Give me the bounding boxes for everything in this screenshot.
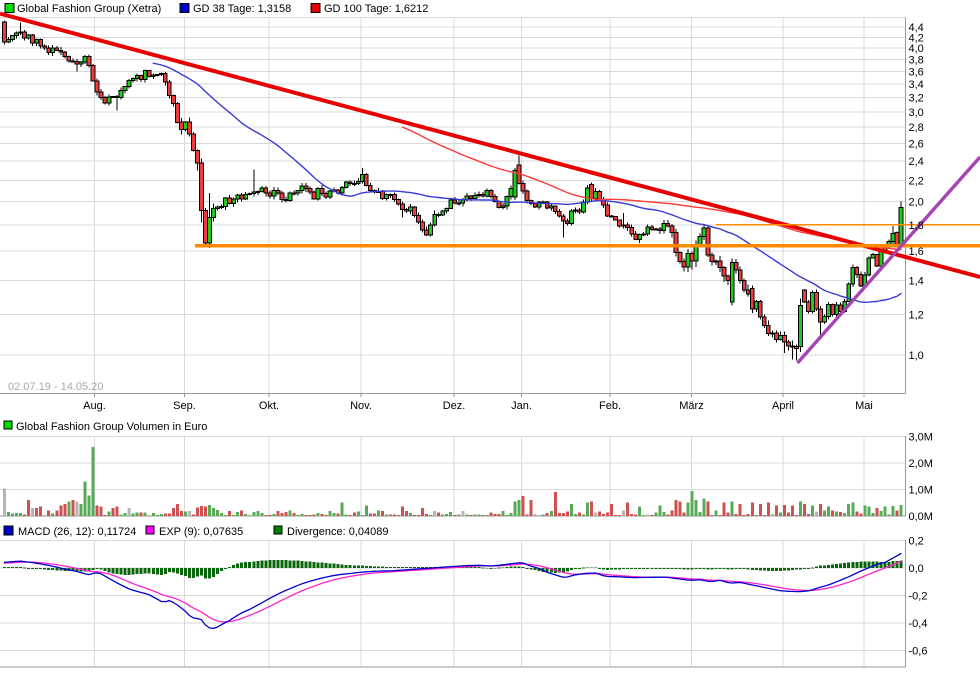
- svg-text:1,6: 1,6: [909, 246, 924, 258]
- svg-text:1,0M: 1,0M: [909, 484, 933, 496]
- svg-text:Divergence: 0,04089: Divergence: 0,04089: [287, 526, 389, 538]
- svg-text:-0,6: -0,6: [909, 646, 928, 658]
- svg-text:2,2: 2,2: [909, 176, 924, 188]
- svg-text:GD 38 Tage: 1,3158: GD 38 Tage: 1,3158: [193, 3, 291, 15]
- svg-text:02.07.19 - 14.05.20: 02.07.19 - 14.05.20: [8, 381, 103, 393]
- svg-text:1,0: 1,0: [909, 350, 924, 362]
- svg-text:4,2: 4,2: [909, 32, 924, 44]
- svg-text:Jan.: Jan.: [511, 400, 532, 412]
- svg-text:-0,4: -0,4: [909, 618, 928, 630]
- svg-text:2,4: 2,4: [909, 156, 924, 168]
- svg-text:-0,2: -0,2: [909, 591, 928, 603]
- svg-text:Dez.: Dez.: [443, 400, 466, 412]
- svg-text:0,2: 0,2: [909, 536, 924, 548]
- svg-text:1,2: 1,2: [909, 310, 924, 322]
- svg-text:2,6: 2,6: [909, 139, 924, 151]
- svg-text:Feb.: Feb.: [599, 400, 621, 412]
- svg-text:Global Fashion Group Volumen i: Global Fashion Group Volumen in Euro: [16, 421, 207, 433]
- svg-text:2,0M: 2,0M: [909, 458, 933, 470]
- svg-text:3,4: 3,4: [909, 79, 924, 91]
- svg-text:1,8: 1,8: [909, 220, 924, 232]
- svg-text:3,6: 3,6: [909, 67, 924, 79]
- svg-text:Sep.: Sep.: [173, 400, 196, 412]
- svg-text:Mai: Mai: [855, 400, 873, 412]
- svg-text:Global Fashion Group (Xetra): Global Fashion Group (Xetra): [17, 3, 161, 15]
- svg-text:2,0: 2,0: [909, 197, 924, 209]
- svg-text:3,0M: 3,0M: [909, 431, 933, 443]
- svg-text:GD 100 Tage: 1,6212: GD 100 Tage: 1,6212: [324, 3, 428, 15]
- svg-text:3,8: 3,8: [909, 55, 924, 67]
- svg-text:4,0: 4,0: [909, 43, 924, 55]
- svg-text:Aug.: Aug.: [83, 400, 106, 412]
- svg-text:Nov.: Nov.: [350, 400, 372, 412]
- svg-text:März: März: [679, 400, 703, 412]
- svg-text:4,4: 4,4: [909, 22, 924, 34]
- svg-text:0,0: 0,0: [909, 563, 924, 575]
- svg-text:3,2: 3,2: [909, 93, 924, 105]
- svg-text:April: April: [772, 400, 794, 412]
- svg-text:MACD (26, 12): 0,11724: MACD (26, 12): 0,11724: [18, 526, 136, 538]
- svg-text:EXP (9): 0,07635: EXP (9): 0,07635: [159, 526, 243, 538]
- svg-text:3,0: 3,0: [909, 107, 924, 119]
- svg-text:1,4: 1,4: [909, 276, 924, 288]
- svg-text:Okt.: Okt.: [259, 400, 279, 412]
- svg-text:2,8: 2,8: [909, 122, 924, 134]
- svg-text:0,0M: 0,0M: [909, 511, 933, 523]
